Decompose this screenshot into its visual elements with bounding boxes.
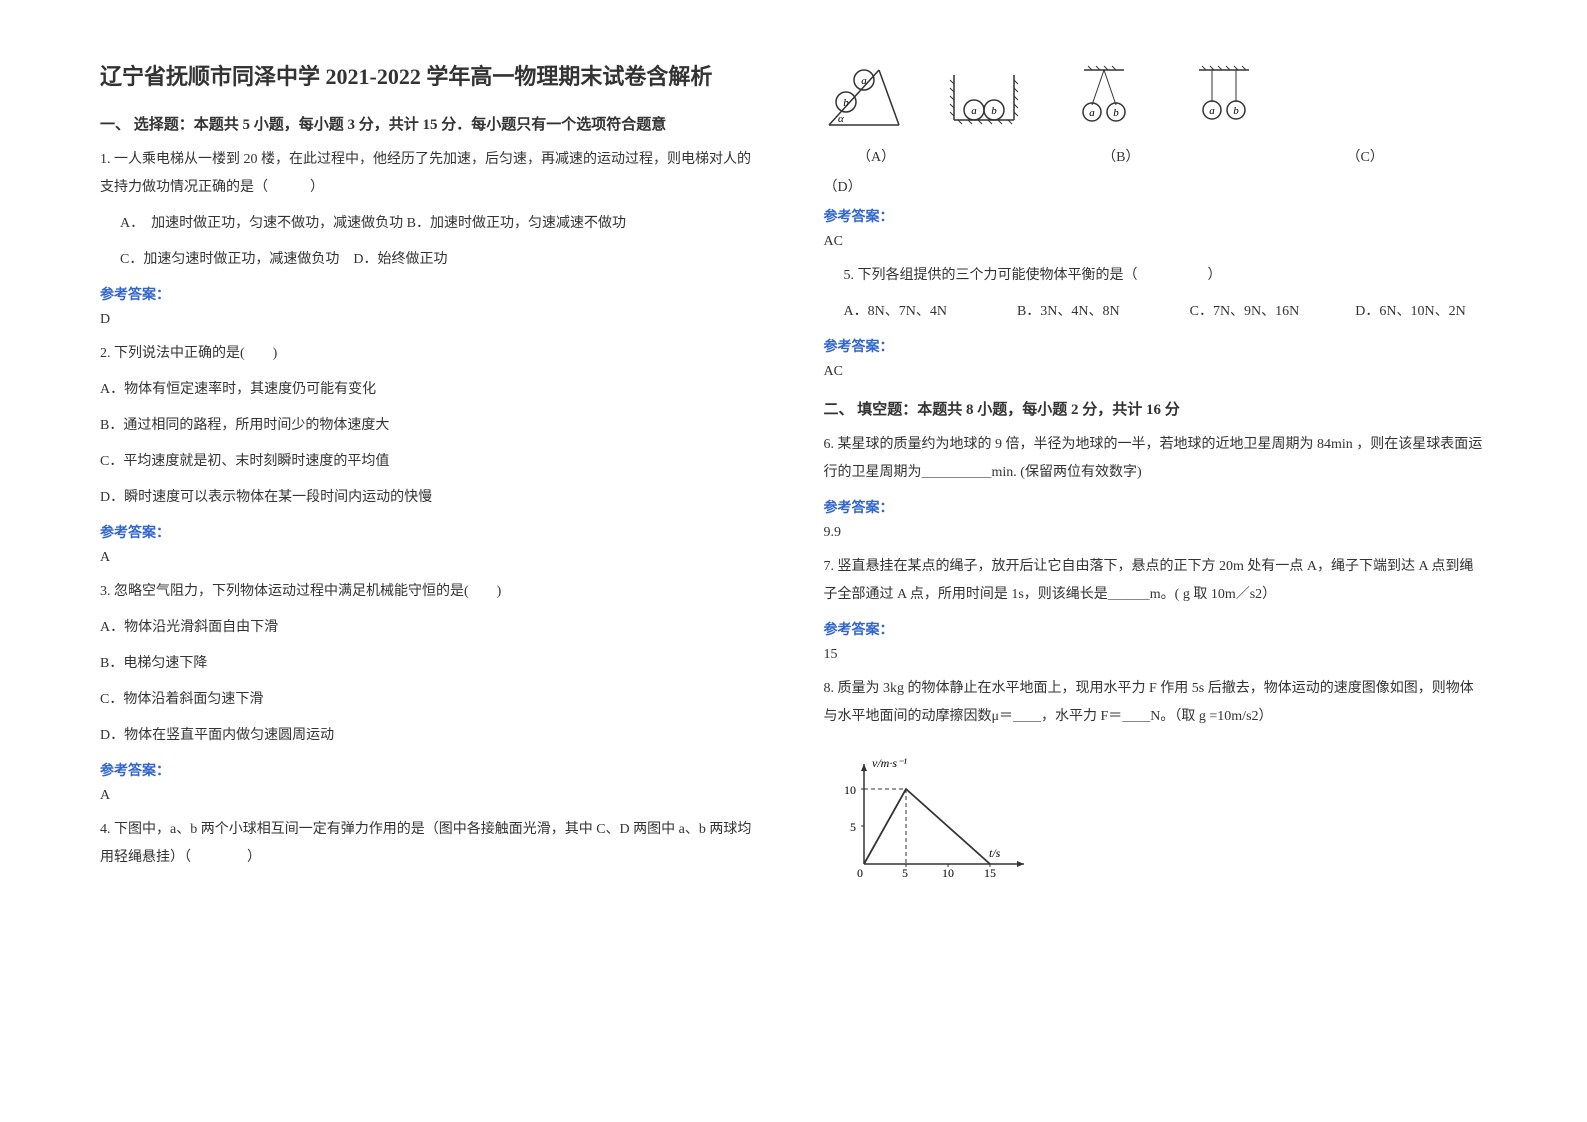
svg-text:b: b bbox=[1233, 105, 1239, 117]
svg-text:5: 5 bbox=[902, 866, 908, 880]
q5-answer-label: 参考答案： bbox=[824, 336, 1488, 356]
svg-text:t/s: t/s bbox=[989, 846, 1001, 860]
diagram-a-icon: a b α bbox=[824, 60, 904, 130]
q4-answer-label: 参考答案： bbox=[824, 206, 1488, 226]
q4-answer: AC bbox=[824, 234, 1488, 250]
svg-text:15: 15 bbox=[984, 866, 996, 880]
diagram-c-icon: a b bbox=[1064, 60, 1144, 130]
q1-text: 1. 一人乘电梯从一楼到 20 楼，在此过程中，他经历了先加速，后匀速，再减速的… bbox=[100, 146, 764, 202]
q1-answer: D bbox=[100, 312, 764, 328]
q2-opt-c: C．平均速度就是初、末时刻瞬时速度的平均值 bbox=[100, 448, 764, 476]
section2-header: 二、 填空题：本题共 8 小题，每小题 2 分，共计 16 分 bbox=[824, 398, 1488, 419]
q4-diagrams: a b α a b bbox=[824, 60, 1488, 130]
q2-opt-a: A．物体有恒定速率时，其速度仍可能有变化 bbox=[100, 376, 764, 404]
q3-opt-c: C．物体沿着斜面匀速下滑 bbox=[100, 686, 764, 714]
diagram-d-icon: a b bbox=[1184, 60, 1264, 130]
velocity-graph-icon: v/m·s⁻¹ t/s 10 5 0 5 10 15 bbox=[824, 749, 1044, 889]
svg-text:a: a bbox=[1089, 107, 1095, 119]
right-column: a b α a b bbox=[824, 60, 1488, 894]
q3-answer-label: 参考答案： bbox=[100, 760, 764, 780]
q4-label-d-row: （D） bbox=[824, 176, 1488, 196]
q7-answer: 15 bbox=[824, 647, 1488, 663]
q4-text: 4. 下图中，a、b 两个小球相互间一定有弹力作用的是（图中各接触面光滑，其中 … bbox=[100, 816, 764, 872]
q1-answer-label: 参考答案： bbox=[100, 284, 764, 304]
q4-label-d: （D） bbox=[824, 180, 862, 195]
exam-title: 辽宁省抚顺市同泽中学 2021-2022 学年高一物理期末试卷含解析 bbox=[100, 60, 764, 93]
svg-text:10: 10 bbox=[942, 866, 954, 880]
q4-label-b: （B） bbox=[1102, 150, 1139, 165]
q5-text: 5. 下列各组提供的三个力可能使物体平衡的是（ ） bbox=[824, 262, 1488, 290]
q3-opt-a: A．物体沿光滑斜面自由下滑 bbox=[100, 614, 764, 642]
q4-option-labels: （A） （B） （C） bbox=[824, 146, 1488, 166]
q1-opt-cd: C．加速匀速时做正功，减速做负功 D．始终做正功 bbox=[100, 246, 764, 274]
q4-label-a: （A） bbox=[857, 150, 895, 165]
svg-text:a: a bbox=[861, 75, 867, 87]
q2-text: 2. 下列说法中正确的是( ) bbox=[100, 340, 764, 368]
q4-label-c: （C） bbox=[1346, 150, 1383, 165]
q6-text: 6. 某星球的质量约为地球的 9 倍，半径为地球的一半，若地球的近地卫星周期为 … bbox=[824, 431, 1488, 487]
q5-opts: A．8N、7N、4N B．3N、4N、8N C．7N、9N、16N D．6N、1… bbox=[824, 298, 1488, 326]
q3-text: 3. 忽略空气阻力，下列物体运动过程中满足机械能守恒的是( ) bbox=[100, 578, 764, 606]
svg-text:v/m·s⁻¹: v/m·s⁻¹ bbox=[872, 756, 907, 770]
svg-text:α: α bbox=[838, 113, 844, 125]
svg-text:b: b bbox=[843, 97, 849, 109]
svg-text:a: a bbox=[971, 105, 977, 117]
svg-text:0: 0 bbox=[857, 866, 863, 880]
q5-answer: AC bbox=[824, 364, 1488, 380]
q3-opt-b: B．电梯匀速下降 bbox=[100, 650, 764, 678]
svg-text:b: b bbox=[991, 105, 997, 117]
diagram-b-icon: a b bbox=[944, 60, 1024, 130]
q1-opt-ab: A． 加速时做正功，匀速不做功，减速做负功 B．加速时做正功，匀速减速不做功 bbox=[100, 210, 764, 238]
q6-answer-label: 参考答案： bbox=[824, 497, 1488, 517]
q8-text: 8. 质量为 3kg 的物体静止在水平地面上，现用水平力 F 作用 5s 后撤去… bbox=[824, 675, 1488, 731]
svg-text:b: b bbox=[1113, 107, 1119, 119]
svg-text:a: a bbox=[1209, 105, 1215, 117]
q2-opt-b: B．通过相同的路程，所用时间少的物体速度大 bbox=[100, 412, 764, 440]
section1-header: 一、 选择题：本题共 5 小题，每小题 3 分，共计 15 分．每小题只有一个选… bbox=[100, 113, 764, 134]
q7-text: 7. 竖直悬挂在某点的绳子，放开后让它自由落下，悬点的正下方 20m 处有一点 … bbox=[824, 553, 1488, 609]
left-column: 辽宁省抚顺市同泽中学 2021-2022 学年高一物理期末试卷含解析 一、 选择… bbox=[100, 60, 764, 894]
q6-answer: 9.9 bbox=[824, 525, 1488, 541]
q3-opt-d: D．物体在竖直平面内做匀速圆周运动 bbox=[100, 722, 764, 750]
svg-text:10: 10 bbox=[844, 783, 856, 797]
q2-answer-label: 参考答案： bbox=[100, 522, 764, 542]
q2-answer: A bbox=[100, 550, 764, 566]
svg-text:5: 5 bbox=[850, 820, 856, 834]
q7-answer-label: 参考答案： bbox=[824, 619, 1488, 639]
q2-opt-d: D．瞬时速度可以表示物体在某一段时间内运动的快慢 bbox=[100, 484, 764, 512]
q3-answer: A bbox=[100, 788, 764, 804]
